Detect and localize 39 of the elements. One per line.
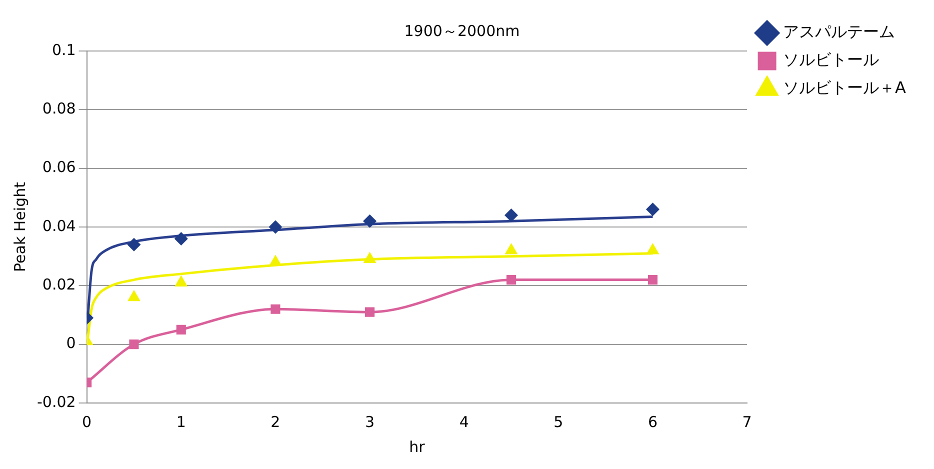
point <box>176 276 187 286</box>
x-tick-label: 1 <box>176 412 186 431</box>
y-tick-label: 0.06 <box>42 158 76 176</box>
point <box>129 340 139 350</box>
point <box>364 307 375 317</box>
y-tick-label: 0.08 <box>42 100 76 118</box>
y-tick-label: -0.02 <box>37 392 76 411</box>
point <box>646 203 659 216</box>
y-tick-label: 0.02 <box>42 276 76 294</box>
point <box>174 232 188 245</box>
point <box>505 209 518 222</box>
x-tick-label: 5 <box>554 412 564 431</box>
legend-label: アスパルテーム <box>783 22 896 42</box>
x-tick-label: 2 <box>270 412 280 431</box>
point <box>128 238 140 251</box>
x-tick-label: 6 <box>648 412 658 431</box>
point <box>269 220 282 234</box>
point <box>647 244 658 254</box>
chart-title: 1900～2000nm <box>404 22 520 40</box>
x-tick-label: 4 <box>459 412 469 431</box>
point <box>270 304 280 314</box>
point <box>364 253 376 264</box>
y-tick-label: 0.1 <box>52 40 76 59</box>
y-axis-title: Peak Height <box>10 182 29 272</box>
x-tick-label: 3 <box>365 412 375 431</box>
x-axis-title: hr <box>409 438 426 456</box>
legend-label: ソルビトール＋A <box>783 78 906 98</box>
point <box>176 324 186 334</box>
point <box>128 291 140 302</box>
point <box>506 275 516 285</box>
point <box>506 244 517 254</box>
x-tick-label: 0 <box>82 412 92 431</box>
y-tick-label: 0 <box>66 334 76 352</box>
x-tick-label: 7 <box>742 412 752 431</box>
y-tick-label: 0.04 <box>42 216 76 235</box>
legend-label: ソルビトール <box>783 50 880 70</box>
point <box>648 275 658 285</box>
point <box>364 214 376 228</box>
point <box>270 256 282 266</box>
